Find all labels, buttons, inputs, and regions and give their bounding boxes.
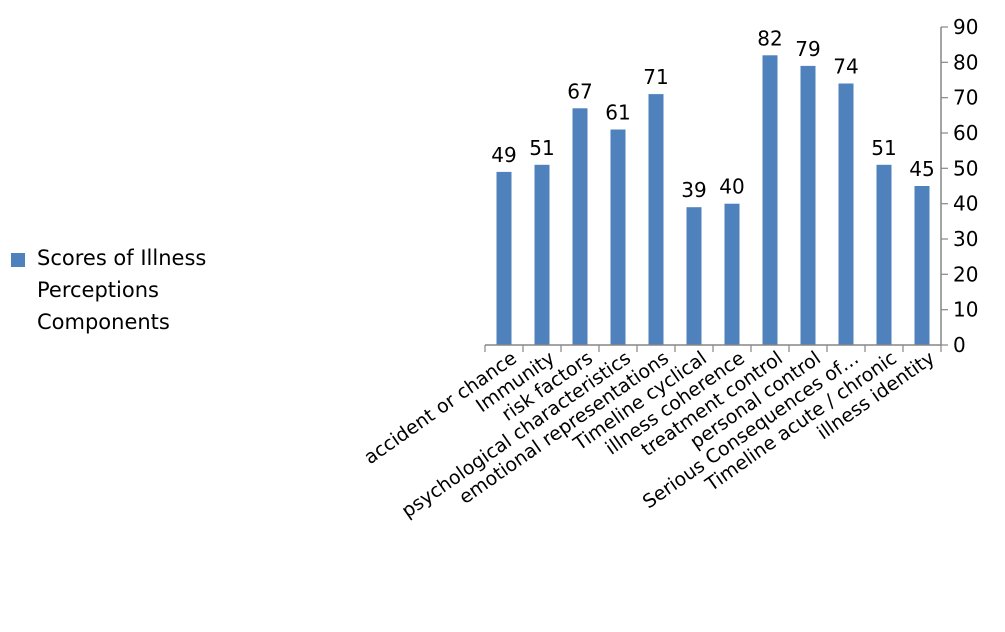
bar bbox=[914, 186, 930, 345]
data-label: 79 bbox=[795, 37, 820, 61]
y-tick-label: 80 bbox=[953, 50, 978, 74]
y-tick-label: 10 bbox=[953, 298, 978, 322]
bar bbox=[838, 83, 854, 345]
data-label: 61 bbox=[605, 101, 630, 125]
bar bbox=[534, 164, 550, 345]
data-label: 51 bbox=[529, 136, 554, 160]
y-tick-label: 0 bbox=[953, 333, 966, 357]
data-label: 71 bbox=[643, 65, 668, 89]
bar bbox=[876, 164, 892, 345]
data-label: 51 bbox=[871, 136, 896, 160]
y-tick-label: 50 bbox=[953, 156, 978, 180]
y-tick-label: 20 bbox=[953, 262, 978, 286]
data-label: 82 bbox=[757, 26, 782, 50]
legend-swatch bbox=[11, 253, 25, 267]
y-tick-label: 40 bbox=[953, 192, 978, 216]
y-tick-label: 90 bbox=[953, 15, 978, 39]
bar bbox=[724, 203, 740, 345]
data-label: 45 bbox=[909, 157, 934, 181]
bar bbox=[610, 129, 626, 345]
data-label: 67 bbox=[567, 79, 592, 103]
data-label: 39 bbox=[681, 178, 706, 202]
bar bbox=[800, 65, 816, 346]
bar bbox=[686, 207, 702, 345]
legend-label: Scores of Illness Perceptions Components bbox=[37, 246, 207, 334]
bar bbox=[496, 171, 512, 345]
data-label: 74 bbox=[833, 55, 858, 79]
y-tick-label: 60 bbox=[953, 121, 978, 145]
y-tick-label: 70 bbox=[953, 86, 978, 110]
y-tick-label: 30 bbox=[953, 227, 978, 251]
data-label: 49 bbox=[491, 143, 516, 167]
bar bbox=[762, 55, 778, 346]
bars-layer bbox=[496, 55, 930, 346]
axes-layer bbox=[484, 26, 948, 352]
bar bbox=[572, 108, 588, 345]
data-label: 40 bbox=[719, 175, 744, 199]
bar bbox=[648, 94, 664, 345]
